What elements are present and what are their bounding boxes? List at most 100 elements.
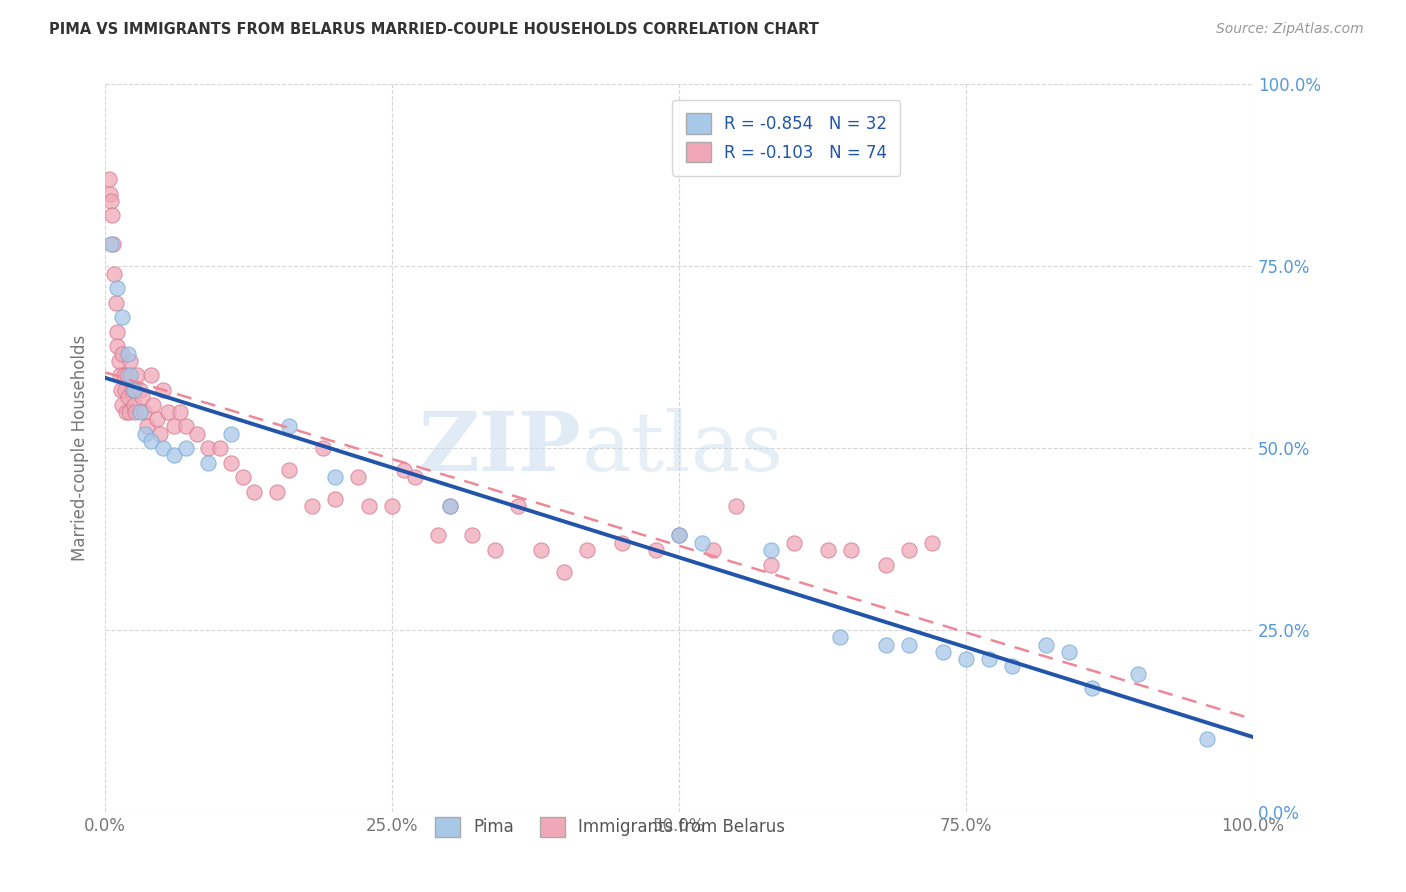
Point — [122, 397, 145, 411]
Point — [921, 535, 943, 549]
Point — [146, 412, 169, 426]
Point — [105, 325, 128, 339]
Point — [266, 484, 288, 499]
Point — [323, 470, 346, 484]
Point — [108, 368, 131, 383]
Point — [346, 470, 368, 484]
Point — [461, 528, 484, 542]
Point — [131, 390, 153, 404]
Point — [392, 463, 415, 477]
Point — [312, 441, 335, 455]
Point — [277, 463, 299, 477]
Text: Source: ZipAtlas.com: Source: ZipAtlas.com — [1216, 22, 1364, 37]
Legend: Pima, Immigrants from Belarus: Pima, Immigrants from Belarus — [429, 810, 792, 844]
Point — [439, 500, 461, 514]
Point — [197, 456, 219, 470]
Point — [530, 543, 553, 558]
Point — [221, 456, 243, 470]
Point — [139, 368, 162, 383]
Point — [122, 383, 145, 397]
Point — [186, 426, 208, 441]
Point — [759, 558, 782, 572]
Point — [103, 267, 125, 281]
Point — [174, 419, 197, 434]
Point — [124, 405, 146, 419]
Text: atlas: atlas — [582, 409, 783, 488]
Point — [427, 528, 450, 542]
Point — [759, 543, 782, 558]
Point — [508, 500, 530, 514]
Point — [110, 383, 132, 397]
Point — [104, 295, 127, 310]
Point — [128, 383, 150, 397]
Point — [139, 434, 162, 448]
Point — [897, 638, 920, 652]
Point — [105, 281, 128, 295]
Point — [897, 543, 920, 558]
Point — [576, 543, 599, 558]
Point — [553, 565, 575, 579]
Point — [725, 500, 748, 514]
Point — [1081, 681, 1104, 696]
Point — [134, 426, 156, 441]
Point — [111, 346, 134, 360]
Point — [439, 500, 461, 514]
Text: ZIP: ZIP — [419, 409, 582, 488]
Point — [404, 470, 426, 484]
Point — [157, 405, 180, 419]
Point — [828, 630, 851, 644]
Point — [152, 383, 174, 397]
Point — [149, 426, 172, 441]
Point — [111, 310, 134, 325]
Point — [839, 543, 862, 558]
Point — [100, 194, 122, 208]
Point — [645, 543, 668, 558]
Point — [381, 500, 404, 514]
Point — [301, 500, 323, 514]
Point — [118, 405, 141, 419]
Point — [103, 237, 125, 252]
Point — [875, 558, 897, 572]
Point — [115, 405, 138, 419]
Point — [120, 368, 142, 383]
Point — [112, 368, 135, 383]
Point — [208, 441, 231, 455]
Point — [668, 528, 690, 542]
Y-axis label: Married-couple Households: Married-couple Households — [72, 335, 89, 561]
Point — [114, 383, 136, 397]
Text: PIMA VS IMMIGRANTS FROM BELARUS MARRIED-COUPLE HOUSEHOLDS CORRELATION CHART: PIMA VS IMMIGRANTS FROM BELARUS MARRIED-… — [49, 22, 820, 37]
Point — [98, 186, 121, 201]
Point — [668, 528, 690, 542]
Point — [232, 470, 254, 484]
Point — [100, 237, 122, 252]
Point — [169, 405, 191, 419]
Point — [955, 652, 977, 666]
Point — [142, 397, 165, 411]
Point — [1035, 638, 1057, 652]
Point — [134, 405, 156, 419]
Point — [117, 390, 139, 404]
Point — [277, 419, 299, 434]
Point — [977, 652, 1000, 666]
Point — [932, 645, 955, 659]
Point — [197, 441, 219, 455]
Point — [817, 543, 839, 558]
Point — [127, 368, 149, 383]
Point — [152, 441, 174, 455]
Point — [117, 346, 139, 360]
Point — [1126, 666, 1149, 681]
Point — [243, 484, 266, 499]
Point — [174, 441, 197, 455]
Point — [610, 535, 633, 549]
Point — [323, 492, 346, 507]
Point — [120, 354, 142, 368]
Point — [690, 535, 713, 549]
Point — [1195, 732, 1218, 747]
Point — [128, 405, 150, 419]
Point — [101, 208, 124, 222]
Point — [783, 535, 806, 549]
Point — [875, 638, 897, 652]
Point — [135, 419, 157, 434]
Point — [108, 354, 131, 368]
Point — [484, 543, 506, 558]
